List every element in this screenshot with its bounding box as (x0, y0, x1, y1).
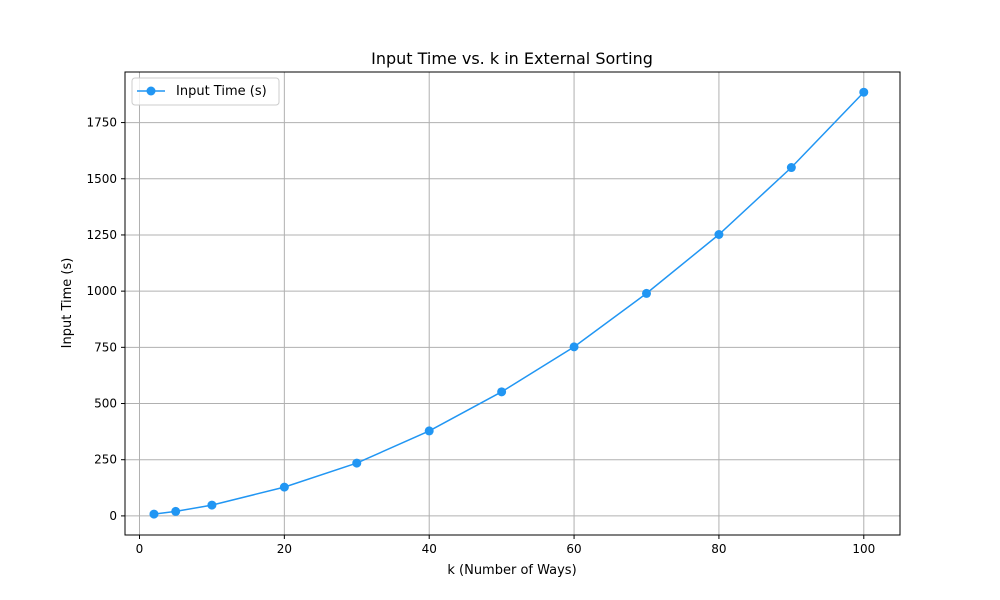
y-tick-label: 1250 (86, 228, 117, 242)
x-tick-label: 80 (711, 542, 726, 556)
legend-label: Input Time (s) (176, 84, 267, 99)
chart-title: Input Time vs. k in External Sorting (371, 49, 653, 68)
data-point (714, 229, 724, 239)
y-tick-label: 1750 (86, 116, 117, 130)
grid-lines (125, 72, 900, 535)
legend-box (131, 77, 280, 106)
series-layer (149, 87, 869, 519)
legend: Input Time (s) (131, 77, 280, 106)
legend-marker-swatch (146, 86, 156, 96)
x-tick-label: 40 (422, 542, 437, 556)
data-point (859, 87, 869, 97)
y-tick-label: 1000 (86, 284, 117, 298)
y-tick-label: 250 (94, 453, 117, 467)
plot-area (125, 72, 900, 535)
y-tick-label: 0 (109, 509, 117, 523)
data-point (279, 482, 289, 492)
data-point (424, 426, 434, 436)
x-axis-label: k (Number of Ways) (447, 563, 576, 578)
data-point (171, 506, 181, 516)
data-point (569, 342, 579, 352)
y-tick-label: 750 (94, 340, 117, 354)
x-tick-label: 60 (566, 542, 581, 556)
data-point (641, 288, 651, 298)
data-point (352, 458, 362, 468)
plot-frame (124, 71, 901, 536)
data-point (786, 163, 796, 173)
x-tick-label: 100 (852, 542, 875, 556)
y-axis-label: Input Time (s) (60, 258, 75, 349)
y-tick-label: 1500 (86, 172, 117, 186)
data-point (149, 509, 159, 519)
series-line (153, 91, 865, 515)
x-tick-label: 20 (277, 542, 292, 556)
y-tick-label: 500 (94, 397, 117, 411)
x-tick-label: 0 (136, 542, 144, 556)
data-point (497, 387, 507, 397)
data-point (207, 500, 217, 510)
